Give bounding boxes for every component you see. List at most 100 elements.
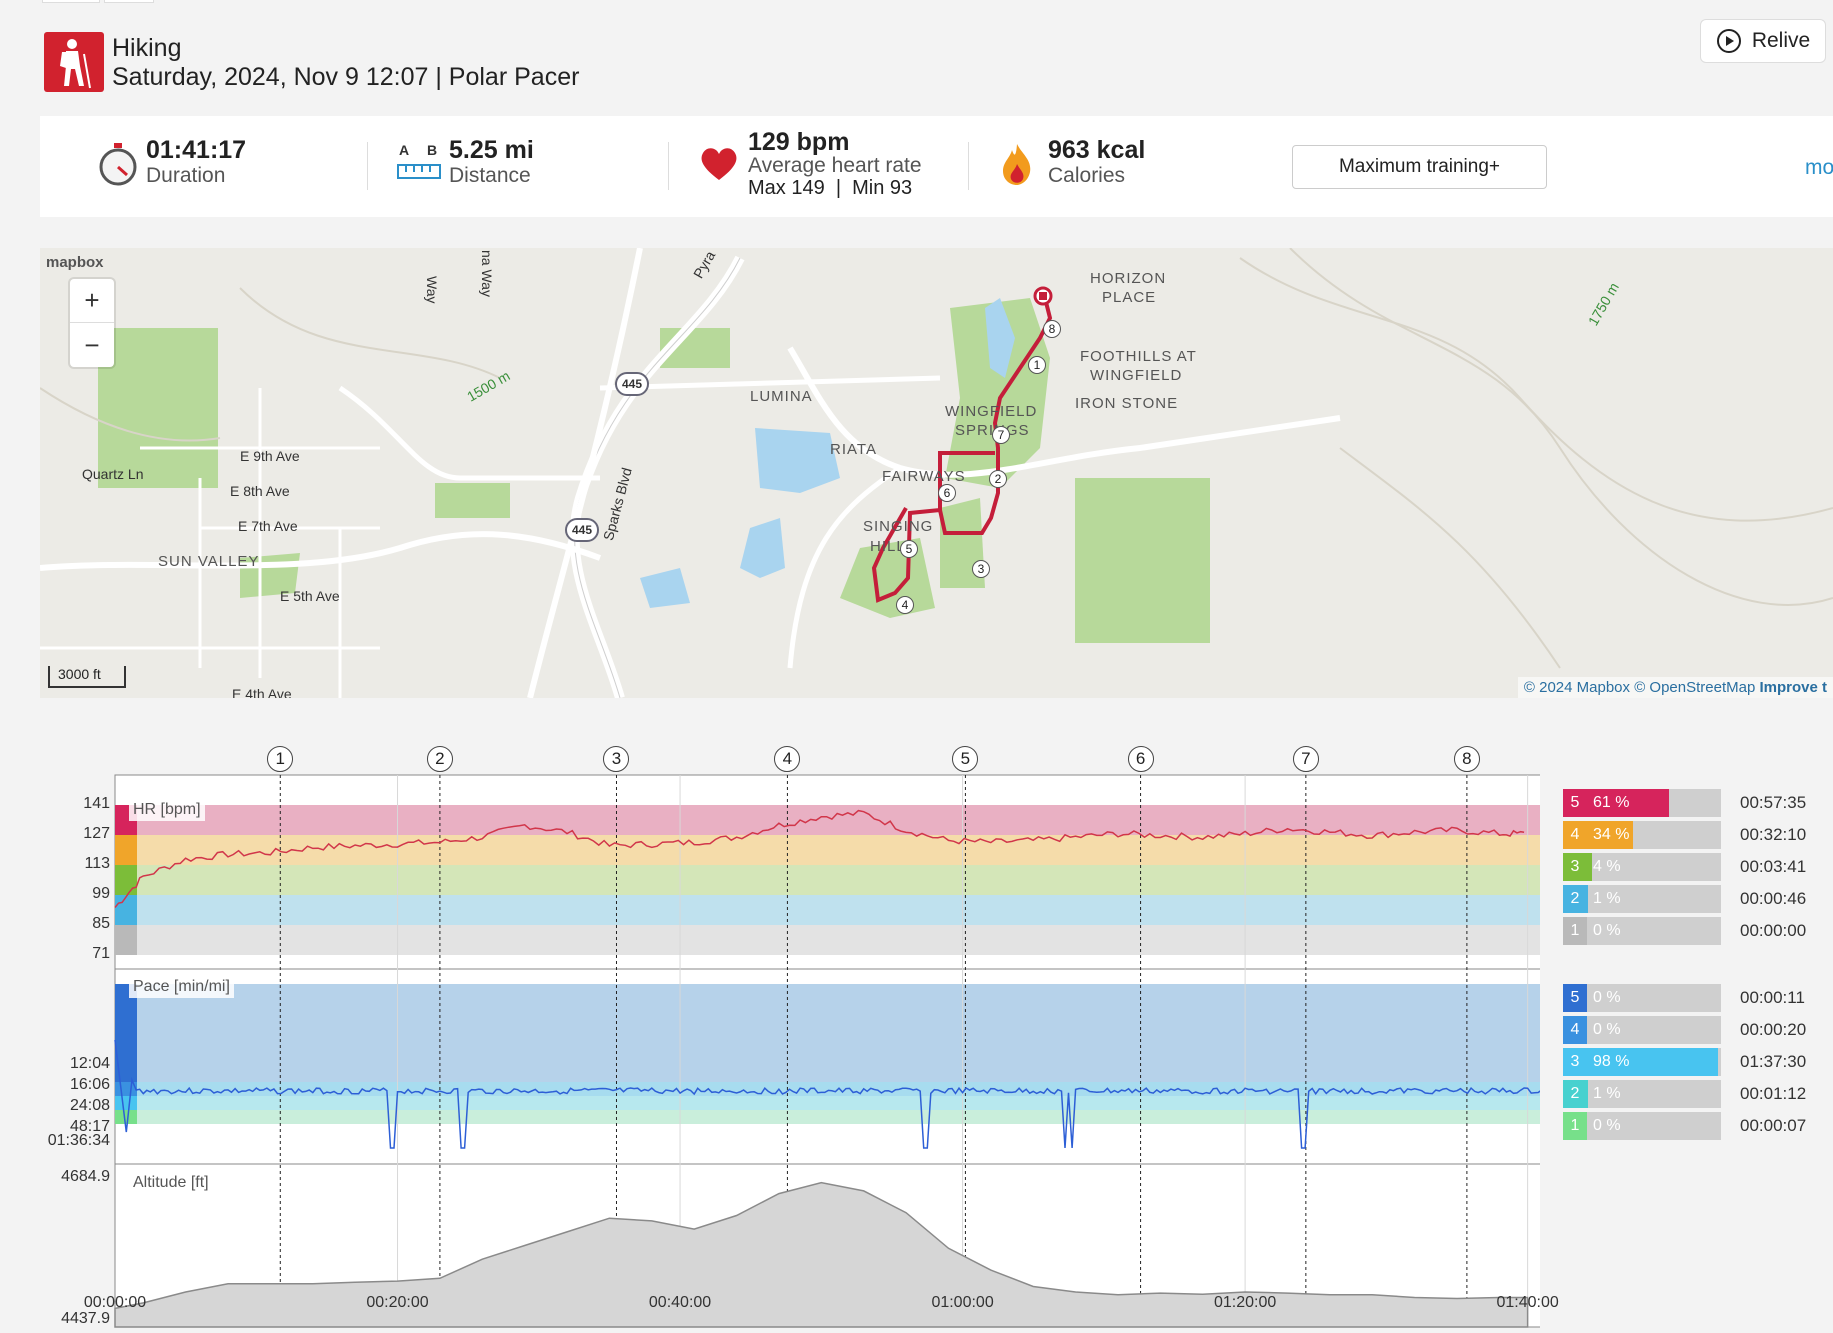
divider <box>367 142 368 190</box>
zoom-in-icon[interactable]: + <box>70 279 114 323</box>
map-label: IRON STONE <box>1075 395 1179 412</box>
tab-stub[interactable] <box>42 0 100 3</box>
street-label: Quartz Ln <box>82 466 144 482</box>
zone-percent: 1 % <box>1593 1085 1621 1102</box>
zoom-out-icon[interactable]: − <box>84 329 100 360</box>
route-marker[interactable]: 3 <box>972 560 990 578</box>
lap-marker[interactable]: 6 <box>1127 746 1154 772</box>
street-label: E 4th Ave <box>232 686 292 698</box>
zone-row: 5 0 % <box>1563 984 1721 1012</box>
relive-button[interactable]: Relive <box>1700 19 1826 63</box>
zone-number: 1 <box>1563 917 1587 945</box>
zone-number: 3 <box>1563 853 1587 881</box>
map-label: WINGFIELD <box>1090 367 1183 384</box>
time-tick: 01:20:00 <box>1213 1294 1277 1311</box>
zone-time: 00:00:07 <box>1740 1116 1807 1135</box>
zone-fill <box>1587 853 1593 881</box>
zone-percent: 98 % <box>1593 1053 1630 1070</box>
zone-percent: 0 % <box>1593 922 1621 939</box>
sport-name: Hiking <box>112 34 182 62</box>
zone-row: 1 0 % <box>1563 1112 1721 1140</box>
pace-axis-label: Pace [min/mi] <box>129 976 234 998</box>
divider <box>668 142 669 190</box>
zone-number: 5 <box>1563 984 1587 1012</box>
route-marker[interactable]: 7 <box>992 426 1010 444</box>
map-label: SPRINGS <box>955 422 1030 439</box>
map-label: WINGFIELD <box>945 403 1038 420</box>
zone-fill <box>1587 1048 1719 1076</box>
route-marker[interactable]: 4 <box>896 596 914 614</box>
zone-number: 2 <box>1563 1080 1587 1108</box>
session-chart[interactable]: 1 2 3 4 5 6 7 8 HR [bpm] Pace [min/mi] Altitude… <box>40 740 1833 1333</box>
hr-axis-label: HR [bpm] <box>129 799 205 821</box>
zone-time: 00:32:10 <box>1740 825 1807 844</box>
map-label: RIATA <box>830 441 877 458</box>
map-label: FOOTHILLS AT <box>1080 348 1197 365</box>
zone-fill <box>1587 789 1669 817</box>
hr-tick: 85 <box>92 915 110 932</box>
lap-marker[interactable]: 4 <box>774 746 801 772</box>
lap-marker[interactable]: 2 <box>426 746 453 772</box>
map-label: SUN VALLEY <box>158 553 260 570</box>
avg-hr-value: 129 bpm <box>748 128 850 156</box>
zone-time: 00:01:12 <box>1740 1084 1807 1103</box>
training-benefit-button[interactable]: Maximum training+ <box>1292 145 1547 189</box>
more-link[interactable]: mo <box>1805 156 1833 179</box>
time-tick: 00:00:00 <box>83 1294 147 1311</box>
lap-marker[interactable]: 1 <box>267 746 294 772</box>
tab-stub[interactable] <box>104 0 154 3</box>
zone-fill <box>1587 821 1633 849</box>
zone-row: 1 0 % <box>1563 917 1721 945</box>
route-marker[interactable]: 6 <box>938 484 956 502</box>
lap-marker[interactable]: 5 <box>952 746 979 772</box>
zone-number: 3 <box>1563 1048 1587 1076</box>
map-label: PLACE <box>1102 289 1157 306</box>
chart-svg <box>114 774 1540 1328</box>
altitude-area <box>114 1181 1529 1328</box>
zone-row: 5 61 % <box>1563 789 1721 817</box>
hiking-icon <box>44 32 104 92</box>
zone-time: 00:00:46 <box>1740 889 1807 908</box>
street-label: E 5th Ave <box>280 588 340 604</box>
route-marker[interactable]: 8 <box>1043 320 1061 338</box>
calories-value: 963 kcal <box>1048 136 1146 164</box>
route-map[interactable]: mapbox + − HORIZON PLACE FOOTHILLS AT WI… <box>40 248 1833 698</box>
zone-percent: 34 % <box>1593 826 1630 843</box>
zone-fill <box>1587 1080 1589 1108</box>
zone-percent: 0 % <box>1593 989 1621 1006</box>
map-label: FAIRWAYS <box>882 468 966 485</box>
route-marker[interactable]: 1 <box>1028 356 1046 374</box>
pace-tick: 01:36:34 <box>47 1132 110 1149</box>
time-tick: 01:00:00 <box>931 1294 994 1311</box>
time-tick: 00:20:00 <box>366 1294 429 1311</box>
map-attribution[interactable]: © 2024 Mapbox © OpenStreetMap Improve t <box>1517 677 1833 698</box>
lap-marker[interactable]: 3 <box>603 746 630 772</box>
zone-fill <box>1587 885 1589 913</box>
zone-row: 3 4 % <box>1563 853 1721 881</box>
altitude-tick: 4684.9 <box>61 1168 110 1185</box>
duration-label: Duration <box>146 164 226 187</box>
street-label: na Way <box>479 250 495 297</box>
zone-percent: 1 % <box>1593 890 1621 907</box>
hr-tick: 113 <box>84 855 110 872</box>
relive-label: Relive <box>1751 29 1811 52</box>
lap-marker[interactable]: 7 <box>1292 746 1319 772</box>
zone-number: 2 <box>1563 885 1587 913</box>
duration-value: 01:41:17 <box>146 136 247 164</box>
summary-stats: 01:41:17 Duration A B 5.25 mi Distance 1… <box>40 116 1833 217</box>
route-marker[interactable]: 5 <box>900 540 918 558</box>
zone-percent: 61 % <box>1593 794 1630 811</box>
street-label: Way <box>424 276 440 304</box>
zone-row: 2 1 % <box>1563 1080 1721 1108</box>
zone-time: 00:00:20 <box>1740 1020 1807 1039</box>
heart-icon <box>699 146 739 187</box>
route-marker[interactable]: 2 <box>989 470 1007 488</box>
hr-tick: 127 <box>83 825 110 842</box>
hr-line <box>114 809 1525 908</box>
hr-tick: 71 <box>92 945 110 962</box>
zone-number: 4 <box>1563 821 1587 849</box>
stopwatch-icon <box>98 142 138 193</box>
lap-marker[interactable]: 8 <box>1453 746 1480 772</box>
divider <box>968 142 969 190</box>
pace-tick: 24:08 <box>69 1097 110 1114</box>
